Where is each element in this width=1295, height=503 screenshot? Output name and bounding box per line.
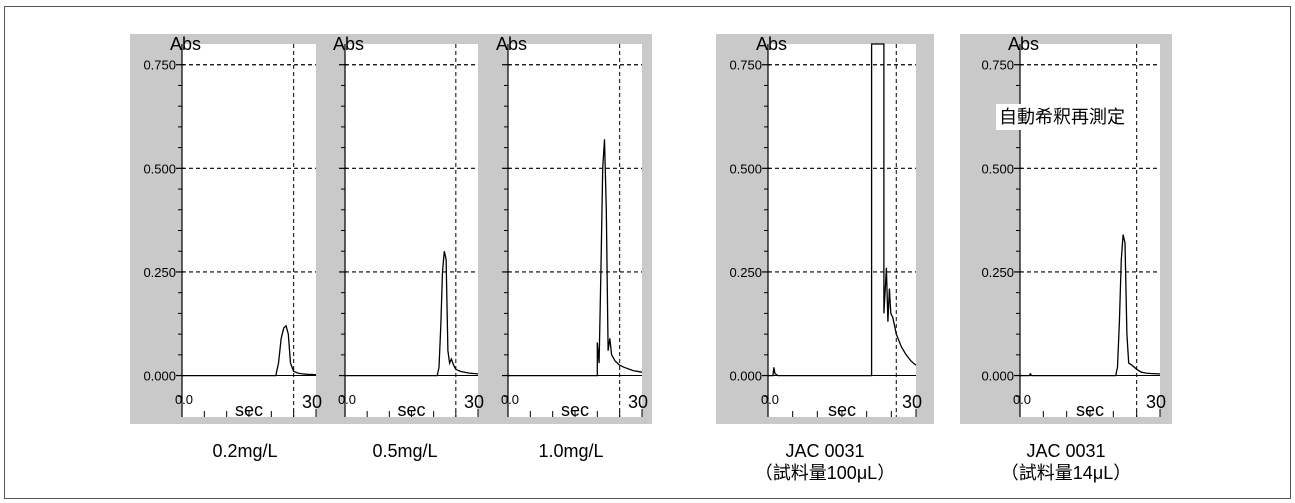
caption-line: （試料量14μL） <box>1000 463 1132 483</box>
x-tick-label: 0.0 <box>761 392 779 407</box>
x-tick-label: 30 <box>628 392 648 412</box>
x-tick-label: 0.0 <box>1013 392 1031 407</box>
caption-line: （試料量100μL） <box>754 463 896 483</box>
y-axis-label: Abs <box>496 34 527 54</box>
y-axis-label: Abs <box>1008 34 1039 54</box>
absorbance-series-line <box>1020 234 1161 377</box>
figure-frame <box>4 6 1291 499</box>
y-tick-label: 0.250 <box>143 265 176 280</box>
y-tick-label: 0.750 <box>981 58 1014 73</box>
plot-area <box>1020 44 1160 417</box>
x-axis-label: sec <box>828 400 856 420</box>
absorbance-series-line <box>182 324 317 377</box>
y-tick-label: 0.000 <box>981 369 1014 384</box>
x-tick-label: 0.0 <box>338 392 356 407</box>
caption-line: 0.2mg/L <box>212 441 278 461</box>
y-axis-label: Abs <box>333 34 364 54</box>
absorbance-series-line <box>508 139 643 377</box>
x-axis-label: sec <box>397 400 425 420</box>
caption-chart-1: 0.2mg/L <box>190 440 300 462</box>
x-tick-label: 0.0 <box>175 392 193 407</box>
y-tick-label: 0.000 <box>143 369 176 384</box>
y-tick-label: 0.500 <box>981 161 1014 176</box>
x-axis-label: sec <box>561 400 589 420</box>
x-tick-label: 0.0 <box>501 392 519 407</box>
caption-chart-3: 1.0mg/L <box>516 440 626 462</box>
plot-area <box>345 44 478 417</box>
y-axis-label: Abs <box>170 34 201 54</box>
y-axis-label: Abs <box>756 34 787 54</box>
plot-area <box>182 44 316 417</box>
y-tick-label: 0.500 <box>729 161 762 176</box>
x-axis-label: sec <box>1076 400 1104 420</box>
x-tick-label: 30 <box>902 392 922 412</box>
x-tick-label: 30 <box>1146 392 1166 412</box>
absorbance-series-line <box>345 251 479 377</box>
y-tick-label: 0.250 <box>981 265 1014 280</box>
y-tick-label: 0.250 <box>729 265 762 280</box>
y-tick-label: 0.000 <box>729 369 762 384</box>
caption-chart-5: JAC 0031 （試料量14μL） <box>976 440 1156 484</box>
caption-line: 1.0mg/L <box>538 441 604 461</box>
x-axis-label: sec <box>235 400 263 420</box>
absorbance-series-line <box>768 43 917 377</box>
caption-line: 0.5mg/L <box>372 441 438 461</box>
auto-dilution-annotation: 自動希釈再測定 <box>996 104 1128 130</box>
caption-chart-2: 0.5mg/L <box>350 440 460 462</box>
y-tick-label: 0.750 <box>729 58 762 73</box>
caption-line: JAC 0031 <box>1026 441 1106 461</box>
plot-area <box>508 44 642 417</box>
y-tick-label: 0.500 <box>143 161 176 176</box>
x-tick-label: 30 <box>464 392 484 412</box>
y-tick-label: 0.750 <box>143 58 176 73</box>
plot-area <box>768 44 916 417</box>
caption-chart-4: JAC 0031 （試料量100μL） <box>735 440 915 484</box>
x-tick-label: 30 <box>302 392 322 412</box>
caption-line: JAC 0031 <box>785 441 865 461</box>
